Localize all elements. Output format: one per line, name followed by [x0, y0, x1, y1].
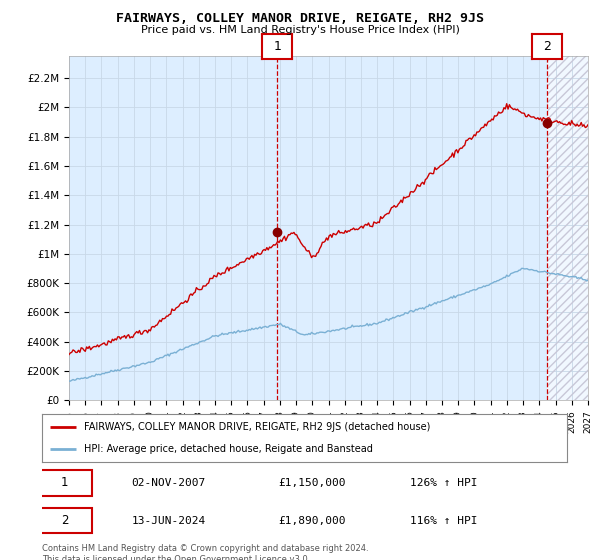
- Text: 2: 2: [61, 514, 68, 527]
- Text: 126% ↑ HPI: 126% ↑ HPI: [409, 478, 477, 488]
- Text: FAIRWAYS, COLLEY MANOR DRIVE, REIGATE, RH2 9JS: FAIRWAYS, COLLEY MANOR DRIVE, REIGATE, R…: [116, 12, 484, 25]
- Text: FAIRWAYS, COLLEY MANOR DRIVE, REIGATE, RH2 9JS (detached house): FAIRWAYS, COLLEY MANOR DRIVE, REIGATE, R…: [84, 422, 430, 432]
- Text: HPI: Average price, detached house, Reigate and Banstead: HPI: Average price, detached house, Reig…: [84, 444, 373, 454]
- Bar: [547, 56, 588, 400]
- Text: £1,890,000: £1,890,000: [278, 516, 346, 525]
- Text: 13-JUN-2024: 13-JUN-2024: [131, 516, 205, 525]
- Text: £1,150,000: £1,150,000: [278, 478, 346, 488]
- Text: 1: 1: [274, 40, 281, 53]
- FancyBboxPatch shape: [37, 507, 92, 534]
- Text: 1: 1: [61, 477, 68, 489]
- Text: Price paid vs. HM Land Registry's House Price Index (HPI): Price paid vs. HM Land Registry's House …: [140, 25, 460, 35]
- Text: 2: 2: [543, 40, 551, 53]
- Bar: [547, 56, 588, 400]
- Text: Contains HM Land Registry data © Crown copyright and database right 2024.
This d: Contains HM Land Registry data © Crown c…: [42, 544, 368, 560]
- FancyBboxPatch shape: [37, 470, 92, 496]
- Text: 02-NOV-2007: 02-NOV-2007: [131, 478, 205, 488]
- Text: 116% ↑ HPI: 116% ↑ HPI: [409, 516, 477, 525]
